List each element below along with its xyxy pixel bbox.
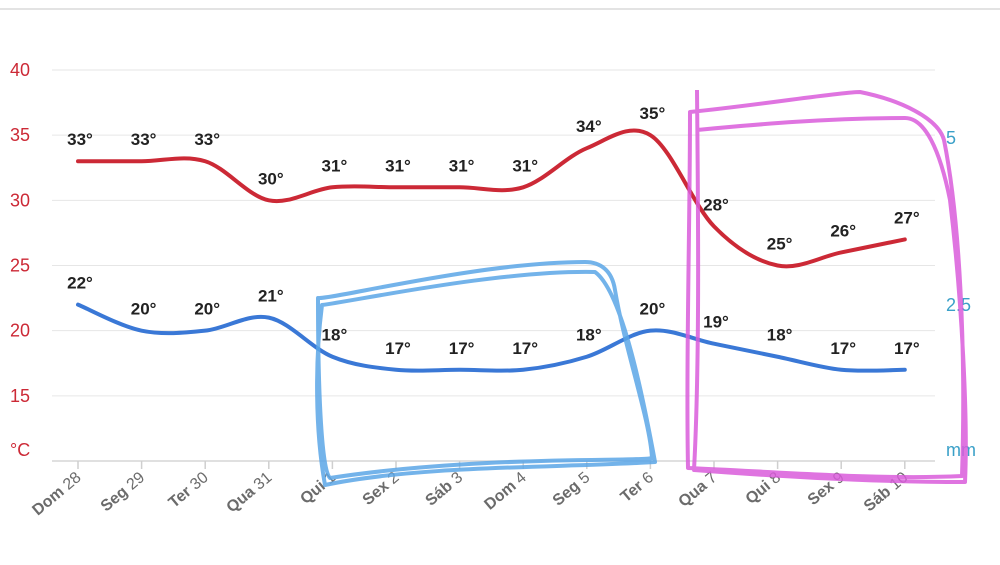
y-tick-label-left: 15 — [10, 386, 30, 406]
data-label-max: 35° — [640, 104, 666, 123]
x-tick-label: Qui 1 — [297, 469, 339, 508]
blue-scribble-box — [315, 260, 657, 487]
data-label-max: 28° — [703, 195, 729, 214]
x-tick-label: Qua 31 — [224, 469, 276, 516]
data-label-min: 20° — [640, 300, 666, 319]
x-tick-label: Dom 28 — [29, 469, 84, 519]
data-label-min: 18° — [767, 326, 793, 345]
data-label-min: 20° — [194, 300, 220, 319]
data-label-min: 17° — [385, 339, 411, 358]
series-line-min — [76, 302, 907, 373]
data-label-max: 25° — [767, 235, 793, 254]
x-tick-label: Qua 7 — [676, 469, 721, 511]
x-tick-label: Seg 5 — [550, 469, 594, 510]
x-tick-label: Ter 30 — [166, 469, 212, 512]
data-label-min: 20° — [131, 300, 157, 319]
y-axis-left: 40 35 30 25 20 15 °C — [10, 60, 30, 460]
data-label-min: 22° — [67, 274, 93, 293]
data-label-max: 26° — [830, 221, 856, 240]
data-label-min: 18° — [322, 326, 348, 345]
x-tick-label: Dom 4 — [481, 469, 529, 514]
data-label-min: 17° — [894, 339, 920, 358]
y-tick-label-left: 25 — [10, 256, 30, 276]
hand-drawn-annotations — [315, 89, 968, 487]
data-label-min: 17° — [449, 339, 475, 358]
data-label-min: 21° — [258, 287, 284, 306]
y-tick-label-left: 30 — [10, 190, 30, 210]
x-tick-label: Sáb 3 — [423, 469, 467, 510]
data-label-min: 17° — [512, 339, 538, 358]
data-label-max: 30° — [258, 169, 284, 188]
magenta-scribble-box — [685, 89, 968, 484]
y-tick-label-left: 20 — [10, 321, 30, 341]
data-label-max: 27° — [894, 208, 920, 227]
data-label-max: 34° — [576, 117, 602, 136]
data-labels: 33° 33° 33° 30° 31° 31° 31° 31° 34° 35° 28° 25° 26° 2… — [67, 104, 920, 358]
y-tick-label-right: 5 — [946, 128, 956, 148]
data-label-max: 31° — [385, 156, 411, 175]
data-label-max: 31° — [512, 156, 538, 175]
data-label-max: 31° — [322, 156, 348, 175]
data-label-max: 33° — [67, 130, 93, 149]
x-tick-label: Seg 29 — [98, 469, 149, 515]
data-label-max: 33° — [131, 130, 157, 149]
data-label-min: 17° — [830, 339, 856, 358]
y-tick-label-left: 35 — [10, 125, 30, 145]
series-line-max — [76, 128, 907, 269]
data-label-min: 19° — [703, 313, 729, 332]
x-tick-label: Ter 6 — [618, 469, 657, 506]
y-axis-unit-left: °C — [10, 440, 30, 460]
data-label-max: 33° — [194, 130, 220, 149]
y-tick-label-left: 40 — [10, 60, 30, 80]
data-label-max: 31° — [449, 156, 475, 175]
data-label-min: 18° — [576, 326, 602, 345]
series-lines — [76, 128, 907, 373]
top-divider — [0, 8, 1000, 10]
